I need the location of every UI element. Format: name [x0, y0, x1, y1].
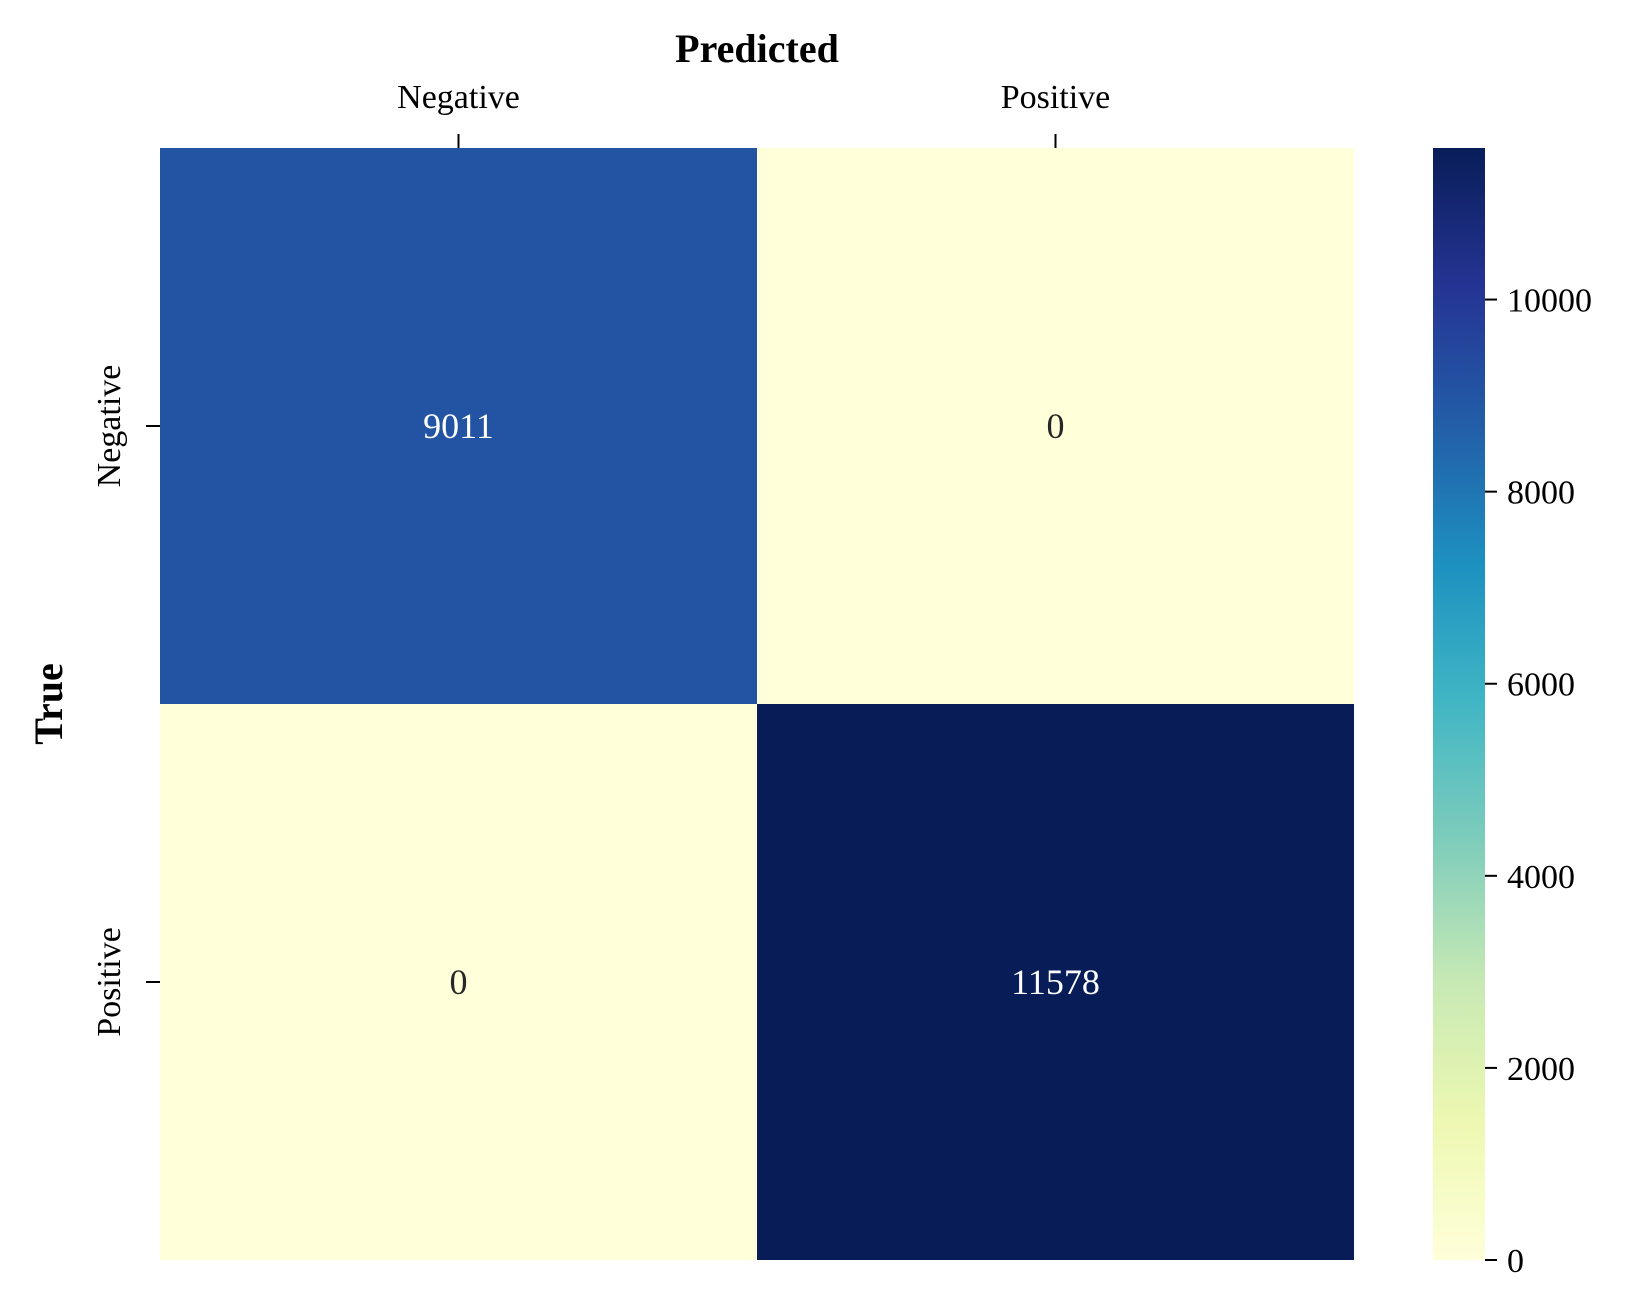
heatmap-cells: 9011 0 0 11578 — [160, 148, 1354, 1260]
heatmap-cell — [757, 148, 1354, 704]
colorbar: 0 2000 4000 6000 8000 10000 — [1433, 148, 1592, 1280]
y-tick-label: Negative — [91, 365, 128, 488]
colorbar-tick-label: 10000 — [1507, 283, 1592, 320]
heatmap-cell — [160, 148, 757, 704]
colorbar-tick-label: 6000 — [1507, 667, 1575, 704]
y-axis-title: True — [26, 663, 71, 744]
colorbar-gradient — [1433, 148, 1485, 1260]
cell-value-label: 11578 — [1011, 962, 1100, 1002]
y-tick-label: Positive — [91, 927, 128, 1037]
colorbar-tick-label: 2000 — [1507, 1051, 1575, 1088]
cell-value-label: 0 — [450, 962, 468, 1002]
heatmap-cell — [160, 704, 757, 1260]
cell-value-label: 9011 — [423, 406, 494, 446]
colorbar-tick-label: 8000 — [1507, 475, 1575, 512]
colorbar-tick-label: 0 — [1507, 1243, 1524, 1280]
heatmap-cell — [757, 704, 1354, 1260]
y-axis-ticks: Negative Positive — [91, 365, 160, 1037]
x-tick-label: Negative — [397, 79, 520, 116]
x-axis-title: Predicted — [675, 26, 839, 71]
cell-value-label: 0 — [1047, 406, 1065, 446]
x-axis-ticks: Negative Positive — [397, 79, 1110, 148]
colorbar-tick-label: 4000 — [1507, 859, 1575, 896]
x-tick-label: Positive — [1001, 79, 1111, 116]
